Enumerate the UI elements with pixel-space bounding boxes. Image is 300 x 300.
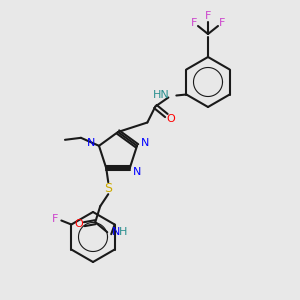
Text: N: N (87, 138, 95, 148)
Text: N: N (141, 138, 149, 148)
Text: N: N (112, 227, 121, 237)
Text: O: O (75, 219, 84, 229)
Text: F: F (191, 18, 197, 28)
Text: H: H (119, 227, 128, 237)
Text: N: N (133, 167, 141, 177)
Text: S: S (104, 182, 112, 195)
Text: F: F (219, 18, 225, 28)
Text: O: O (166, 115, 175, 124)
Text: F: F (52, 214, 58, 224)
Text: F: F (205, 11, 211, 21)
Text: HN: HN (153, 91, 169, 100)
